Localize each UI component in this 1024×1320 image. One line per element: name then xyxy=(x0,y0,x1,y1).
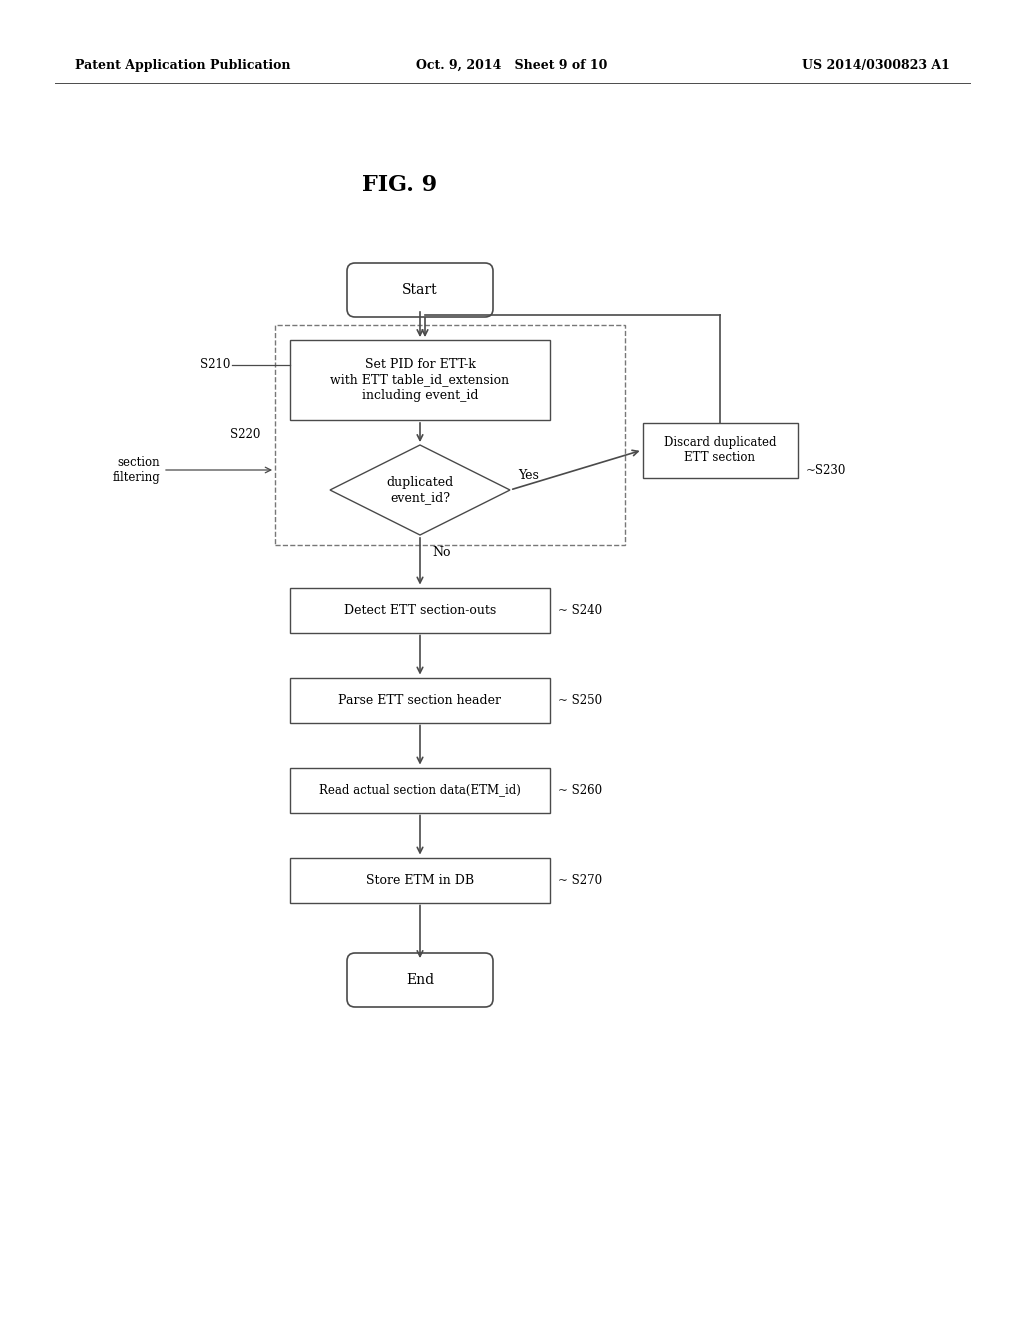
FancyBboxPatch shape xyxy=(290,587,550,632)
Text: S210: S210 xyxy=(200,359,230,371)
Text: End: End xyxy=(406,973,434,987)
Text: Patent Application Publication: Patent Application Publication xyxy=(75,58,291,71)
FancyBboxPatch shape xyxy=(347,263,493,317)
FancyBboxPatch shape xyxy=(290,677,550,722)
Text: ~S230: ~S230 xyxy=(806,463,846,477)
Text: No: No xyxy=(432,546,451,560)
Text: Parse ETT section header: Parse ETT section header xyxy=(339,693,502,706)
Text: Start: Start xyxy=(402,282,438,297)
Text: ~ S270: ~ S270 xyxy=(558,874,602,887)
Text: Yes: Yes xyxy=(518,469,539,482)
Text: Set PID for ETT-k
with ETT table_id_extension
including event_id: Set PID for ETT-k with ETT table_id_exte… xyxy=(331,359,510,401)
FancyBboxPatch shape xyxy=(290,767,550,813)
FancyBboxPatch shape xyxy=(642,422,798,478)
Text: US 2014/0300823 A1: US 2014/0300823 A1 xyxy=(802,58,950,71)
Text: Store ETM in DB: Store ETM in DB xyxy=(366,874,474,887)
Text: ~ S250: ~ S250 xyxy=(558,693,602,706)
Text: ~ S240: ~ S240 xyxy=(558,603,602,616)
Text: Discard duplicated
ETT section: Discard duplicated ETT section xyxy=(664,436,776,465)
Text: S220: S220 xyxy=(229,429,260,441)
Text: ~ S260: ~ S260 xyxy=(558,784,602,796)
Text: section
filtering: section filtering xyxy=(113,455,160,484)
FancyBboxPatch shape xyxy=(290,341,550,420)
Polygon shape xyxy=(330,445,510,535)
FancyBboxPatch shape xyxy=(347,953,493,1007)
FancyBboxPatch shape xyxy=(290,858,550,903)
Text: Read actual section data(ETM_id): Read actual section data(ETM_id) xyxy=(319,784,521,796)
Text: Oct. 9, 2014   Sheet 9 of 10: Oct. 9, 2014 Sheet 9 of 10 xyxy=(417,58,607,71)
Text: FIG. 9: FIG. 9 xyxy=(362,174,437,195)
Text: duplicated
event_id?: duplicated event_id? xyxy=(386,477,454,504)
Text: Detect ETT section-outs: Detect ETT section-outs xyxy=(344,603,496,616)
